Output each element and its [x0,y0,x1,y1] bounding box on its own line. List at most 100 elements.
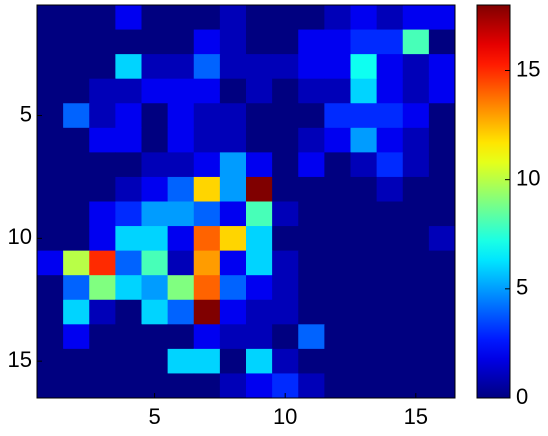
heatmap-cell [89,176,116,202]
heatmap-cell [350,127,378,153]
heatmap-cell [219,78,247,104]
heatmap-cell [63,373,90,399]
heatmap-cell [115,54,142,80]
heatmap-cell [298,201,325,227]
heatmap-cell [89,152,116,178]
heatmap-cell [89,127,116,153]
heatmap-cell [63,78,90,104]
heatmap-cell [37,176,64,202]
heatmap-cell [219,348,247,374]
heatmap-cell [193,78,221,104]
heatmap-cell [37,201,64,227]
heatmap-cell [63,29,90,55]
heatmap-cell [246,324,273,350]
heatmap-cell [376,152,404,178]
heatmap-cell [298,54,325,80]
x-tick-label: 15 [404,404,428,429]
heatmap-cell [246,78,273,104]
heatmap-cell [89,275,116,301]
heatmap-cell [63,103,90,129]
heatmap-cell [141,201,169,227]
heatmap-cell [141,324,169,350]
heatmap-cell [141,250,169,276]
heatmap-cell [37,250,64,276]
heatmap-cell [272,103,299,129]
heatmap-cell [167,250,195,276]
heatmap-cell [193,103,221,129]
heatmap-cell [376,299,404,325]
heatmap-cell [193,152,221,178]
heatmap-cell [167,275,195,301]
heatmap-cell [272,152,299,178]
heatmap-cell [167,103,195,129]
colorbar-tick-label: 10 [516,165,540,190]
heatmap-cell [63,5,90,31]
heatmap-cell [115,176,142,202]
heatmap-cell [193,250,221,276]
heatmap-cell [246,275,273,301]
heatmap-cell [272,29,299,55]
heatmap-cell [115,152,142,178]
heatmap-cell [428,324,456,350]
heatmap-cell [89,373,116,399]
heatmap-cell [115,324,142,350]
heatmap-cell [193,275,221,301]
heatmap-cell [350,201,378,227]
heatmap-cell [324,250,351,276]
heatmap-cell [115,103,142,129]
heatmap-cell [141,275,169,301]
heatmap-cell [428,54,456,80]
heatmap-cell [167,176,195,202]
heatmap-cell [89,299,116,325]
heatmap-cell [63,324,90,350]
heatmap-cell [298,275,325,301]
heatmap-cell [428,176,456,202]
colorbar-tick-label: 5 [516,275,528,300]
heatmap-cell [272,250,299,276]
heatmap-cell [167,348,195,374]
heatmap-cell [324,176,351,202]
heatmap-cell [272,324,299,350]
heatmap-cell [428,226,456,252]
heatmap-cell [246,103,273,129]
heatmap-cell [350,250,378,276]
heatmap-cell [324,348,351,374]
heatmap-cell [37,299,64,325]
heatmap-cell [428,152,456,178]
heatmap-cell [193,176,221,202]
heatmap-cell [115,127,142,153]
heatmap-cell [115,78,142,104]
heatmap-cell [298,324,325,350]
y-tick-label: 15 [8,347,32,372]
heatmap-cell [350,103,378,129]
heatmap-cell [350,275,378,301]
heatmap-cell [141,127,169,153]
heatmap-cell [376,373,404,399]
heatmap-cell [298,176,325,202]
heatmap-cell [272,226,299,252]
heatmap-cell [115,275,142,301]
heatmap-cell [219,373,247,399]
heatmap-cell [37,127,64,153]
heatmap-cell [246,152,273,178]
heatmap-cell [193,29,221,55]
heatmap-cell [89,103,116,129]
heatmap-cell [402,152,430,178]
heatmap-cell [141,78,169,104]
heatmap-cell [115,5,142,31]
heatmap-cell [402,226,430,252]
heatmap-cell [246,201,273,227]
heatmap-cell [219,324,247,350]
heatmap-cell [350,5,378,31]
heatmap-cell [402,348,430,374]
colorbar [476,4,511,399]
heatmap-cell [402,103,430,129]
heatmap-cell [246,5,273,31]
heatmap-cell [219,152,247,178]
heatmap-cell [402,29,430,55]
heatmap-cell [193,299,221,325]
heatmap-cell [376,103,404,129]
heatmap-cell [167,201,195,227]
heatmap-cell [272,5,299,31]
heatmap-cell [324,275,351,301]
